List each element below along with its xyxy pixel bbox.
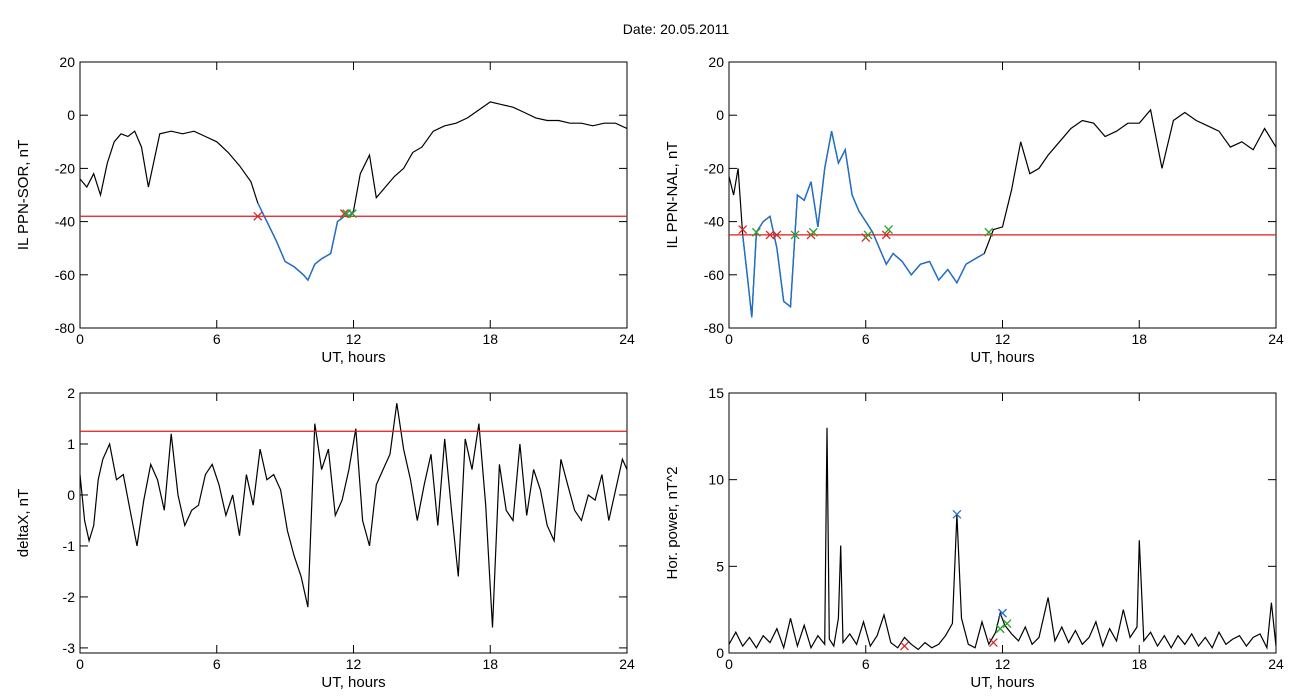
y-tick-label: 0 [67, 107, 75, 123]
figure-title: Date: 20.05.2011 [623, 21, 730, 37]
cross-marker [863, 230, 873, 240]
x-tick-label: 18 [1131, 331, 1147, 347]
x-tick-label: 12 [346, 331, 362, 347]
x-tick-label: 12 [995, 656, 1011, 672]
x-tick-label: 0 [76, 656, 84, 672]
plot-area [80, 403, 627, 628]
x-tick-label: 18 [482, 331, 498, 347]
series-line [80, 403, 627, 628]
x-tick-label: 0 [76, 331, 84, 347]
y-tick-label: 20 [59, 54, 75, 70]
x-tick-label: 24 [1268, 656, 1284, 672]
cross-marker [808, 227, 818, 237]
cross-marker [881, 230, 891, 240]
cross-marker [995, 624, 1005, 634]
cross-marker [998, 608, 1007, 618]
chart-sor: 0 6 12 18 24 -80 -60 -40 -20 0 20 UT, hours IL PPN-S… [15, 54, 635, 366]
x-tick-label: 6 [213, 331, 221, 347]
x-axis-title: UT, hours [321, 674, 385, 691]
x-tick-label: 6 [862, 656, 870, 672]
x-tick-label: 24 [1268, 331, 1284, 347]
cross-marker [1002, 619, 1012, 628]
plot-area [729, 427, 1276, 651]
x-axis-title: UT, hours [970, 674, 1034, 691]
y-tick-label: 5 [716, 558, 724, 574]
y-tick-label: 2 [67, 385, 75, 401]
x-axis-title: UT, hours [970, 349, 1034, 366]
y-tick-label: -80 [55, 320, 75, 336]
y-tick-label: -40 [704, 214, 724, 230]
y-tick-label: -20 [704, 160, 724, 176]
y-tick-label: 0 [67, 487, 75, 503]
y-tick-label: 10 [708, 472, 724, 488]
x-tick-label: 24 [619, 331, 635, 347]
x-tick-label: 6 [862, 331, 870, 347]
highlight-line [742, 131, 985, 318]
y-tick-label: 15 [708, 385, 724, 401]
cross-marker [952, 509, 962, 519]
y-tick-label: -60 [704, 267, 724, 283]
series-line [729, 427, 1276, 651]
series-line [729, 108, 1276, 318]
y-tick-label: 1 [67, 436, 75, 452]
x-axis-title: UT, hours [321, 349, 385, 366]
x-tick-label: 0 [725, 656, 733, 672]
y-tick-label: -1 [63, 538, 76, 554]
cross-marker [900, 641, 909, 651]
x-tick-label: 6 [213, 656, 221, 672]
x-tick-label: 12 [995, 331, 1011, 347]
x-tick-label: 0 [725, 331, 733, 347]
cross-marker [988, 638, 998, 648]
y-tick-label: -3 [63, 640, 76, 656]
plot-area [729, 108, 1276, 318]
cross-marker [765, 230, 775, 240]
series-line [80, 101, 627, 282]
plot-frame [79, 392, 628, 654]
y-tick-label: -80 [704, 320, 724, 336]
y-tick-label: -40 [55, 214, 75, 230]
cross-marker [984, 227, 994, 237]
y-tick-label: 0 [716, 645, 724, 661]
y-axis-title: deltaX, nT [15, 489, 32, 557]
cross-marker [884, 225, 894, 235]
y-axis-title: Hor. power, nT^2 [664, 467, 681, 580]
cross-marker [253, 211, 263, 221]
cross-marker [751, 227, 761, 237]
y-tick-label: -60 [55, 267, 75, 283]
plot-frame [79, 61, 628, 329]
y-tick-label: -20 [55, 160, 75, 176]
chart-power: 0 6 12 18 24 0 5 10 15 UT, hours Hor. power, nT^2 [664, 385, 1284, 691]
x-tick-label: 12 [346, 656, 362, 672]
y-tick-label: 0 [716, 107, 724, 123]
y-axis-title: IL PPN-NAL, nT [664, 142, 681, 249]
cross-marker [772, 230, 782, 240]
cross-marker [738, 225, 748, 235]
x-tick-label: 18 [1131, 656, 1147, 672]
cross-marker [347, 209, 357, 219]
chart-nal: 0 6 12 18 24 -80 -60 -40 -20 0 20 UT, hours IL PPN-N… [664, 54, 1284, 366]
y-tick-label: -2 [63, 589, 76, 605]
highlight-line [257, 202, 355, 282]
x-tick-label: 24 [619, 656, 635, 672]
x-tick-label: 18 [482, 656, 498, 672]
cross-marker [790, 230, 800, 240]
y-axis-title: IL PPN-SOR, nT [15, 140, 32, 250]
plot-frame [728, 61, 1277, 329]
cross-marker [339, 209, 349, 219]
plot-area [80, 101, 627, 282]
y-tick-label: 20 [708, 54, 724, 70]
